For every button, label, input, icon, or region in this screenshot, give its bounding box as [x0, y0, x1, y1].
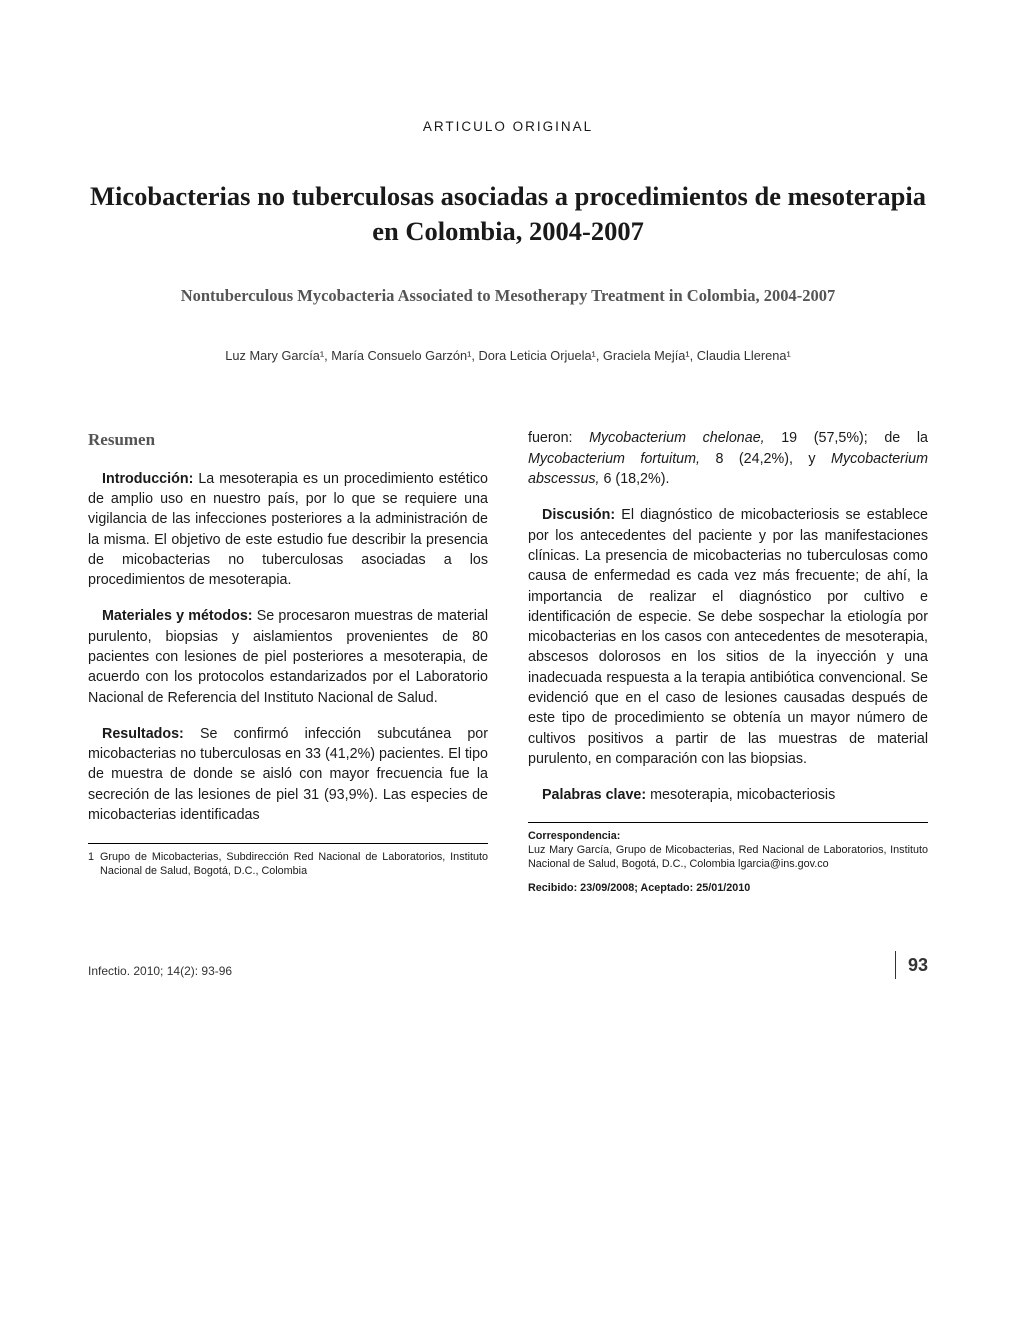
materials-label: Materiales y métodos:: [102, 608, 253, 624]
keywords-text: mesoterapia, micobacteriosis: [646, 787, 835, 803]
received-accepted-dates: Recibido: 23/09/2008; Aceptado: 25/01/20…: [528, 881, 928, 895]
results-paragraph: Resultados: Se confirmó infección subcut…: [88, 724, 488, 825]
title-english: Nontuberculous Mycobacteria Associated t…: [88, 285, 928, 307]
keywords-label: Palabras clave:: [542, 787, 646, 803]
author-list: Luz Mary García¹, María Consuelo Garzón¹…: [88, 347, 928, 365]
correspondence-text: Luz Mary García, Grupo de Micobacterias,…: [528, 843, 928, 871]
intro-paragraph: Introducción: La mesoterapia es un proce…: [88, 469, 488, 591]
species-2-post: 8 (24,2%), y: [700, 451, 831, 467]
keywords-paragraph: Palabras clave: mesoterapia, micobacteri…: [528, 785, 928, 805]
page-number: 93: [895, 951, 928, 980]
intro-label: Introducción:: [102, 471, 193, 487]
correspondence-heading: Correspondencia:: [528, 829, 928, 843]
page-footer: Infectio. 2010; 14(2): 93-96 93: [88, 951, 928, 980]
discussion-text: El diagnóstico de micobacteriosis se est…: [528, 507, 928, 767]
materials-paragraph: Materiales y métodos: Se procesaron mues…: [88, 606, 488, 707]
intro-text: La mesoterapia es un procedimiento estét…: [88, 471, 488, 588]
left-column: Resumen Introducción: La mesoterapia es …: [88, 428, 488, 894]
affiliation-text: Grupo de Micobacterias, Subdirección Red…: [100, 850, 488, 878]
right-column: fueron: Mycobacterium chelonae, 19 (57,5…: [528, 428, 928, 894]
title-spanish: Micobacterias no tuberculosas asociadas …: [88, 179, 928, 249]
species-1: Mycobacterium chelonae,: [589, 430, 765, 446]
species-1-post: 19 (57,5%); de la: [765, 430, 928, 446]
results-continuation: fueron: Mycobacterium chelonae, 19 (57,5…: [528, 428, 928, 489]
results-label: Resultados:: [102, 726, 184, 742]
affiliation-number: 1: [88, 850, 94, 878]
affiliation-block: 1 Grupo de Micobacterias, Subdirección R…: [88, 843, 488, 878]
species-2: Mycobacterium fortuitum,: [528, 451, 700, 467]
body-columns: Resumen Introducción: La mesoterapia es …: [88, 428, 928, 894]
discussion-paragraph: Discusión: El diagnóstico de micobacteri…: [528, 505, 928, 769]
citation: Infectio. 2010; 14(2): 93-96: [88, 963, 232, 980]
results-cont-pre: fueron:: [528, 430, 589, 446]
species-3-post: 6 (18,2%).: [600, 471, 670, 487]
correspondence-block: Correspondencia: Luz Mary García, Grupo …: [528, 822, 928, 895]
article-type-label: ARTICULO ORIGINAL: [88, 118, 928, 137]
resumen-heading: Resumen: [88, 428, 488, 452]
discussion-label: Discusión:: [542, 507, 615, 523]
